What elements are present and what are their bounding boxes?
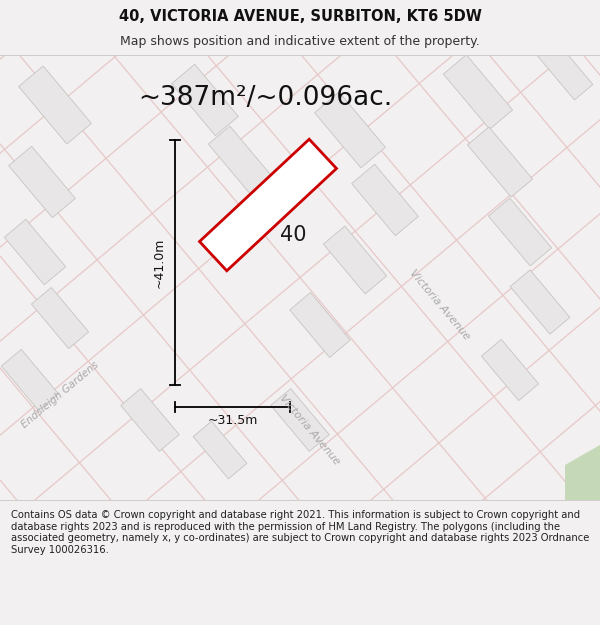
Polygon shape xyxy=(537,40,593,100)
Polygon shape xyxy=(1,349,59,411)
Polygon shape xyxy=(314,92,385,168)
Text: ~387m²/~0.096ac.: ~387m²/~0.096ac. xyxy=(138,85,392,111)
Polygon shape xyxy=(323,226,386,294)
Polygon shape xyxy=(352,164,418,236)
Polygon shape xyxy=(208,126,272,194)
Polygon shape xyxy=(510,270,570,334)
Polygon shape xyxy=(8,146,76,217)
Polygon shape xyxy=(19,66,91,144)
Polygon shape xyxy=(271,389,329,451)
Text: Endsleigh Gardens: Endsleigh Gardens xyxy=(19,360,101,430)
Polygon shape xyxy=(467,127,533,197)
Polygon shape xyxy=(200,139,337,271)
Text: Victoria Avenue: Victoria Avenue xyxy=(408,268,472,342)
Polygon shape xyxy=(443,55,512,129)
Text: 40: 40 xyxy=(280,225,306,245)
Text: Victoria Avenue: Victoria Avenue xyxy=(278,393,342,467)
Text: 40, VICTORIA AVENUE, SURBITON, KT6 5DW: 40, VICTORIA AVENUE, SURBITON, KT6 5DW xyxy=(119,9,481,24)
Polygon shape xyxy=(31,288,89,349)
Polygon shape xyxy=(4,219,65,285)
Polygon shape xyxy=(565,445,600,500)
Text: ~31.5m: ~31.5m xyxy=(208,414,257,428)
Text: Contains OS data © Crown copyright and database right 2021. This information is : Contains OS data © Crown copyright and d… xyxy=(11,510,589,555)
Polygon shape xyxy=(481,339,539,401)
Polygon shape xyxy=(488,198,551,266)
Polygon shape xyxy=(193,421,247,479)
Polygon shape xyxy=(290,292,350,357)
Polygon shape xyxy=(121,389,179,451)
Text: Map shows position and indicative extent of the property.: Map shows position and indicative extent… xyxy=(120,35,480,48)
Text: ~41.0m: ~41.0m xyxy=(152,238,166,288)
Polygon shape xyxy=(172,64,238,136)
